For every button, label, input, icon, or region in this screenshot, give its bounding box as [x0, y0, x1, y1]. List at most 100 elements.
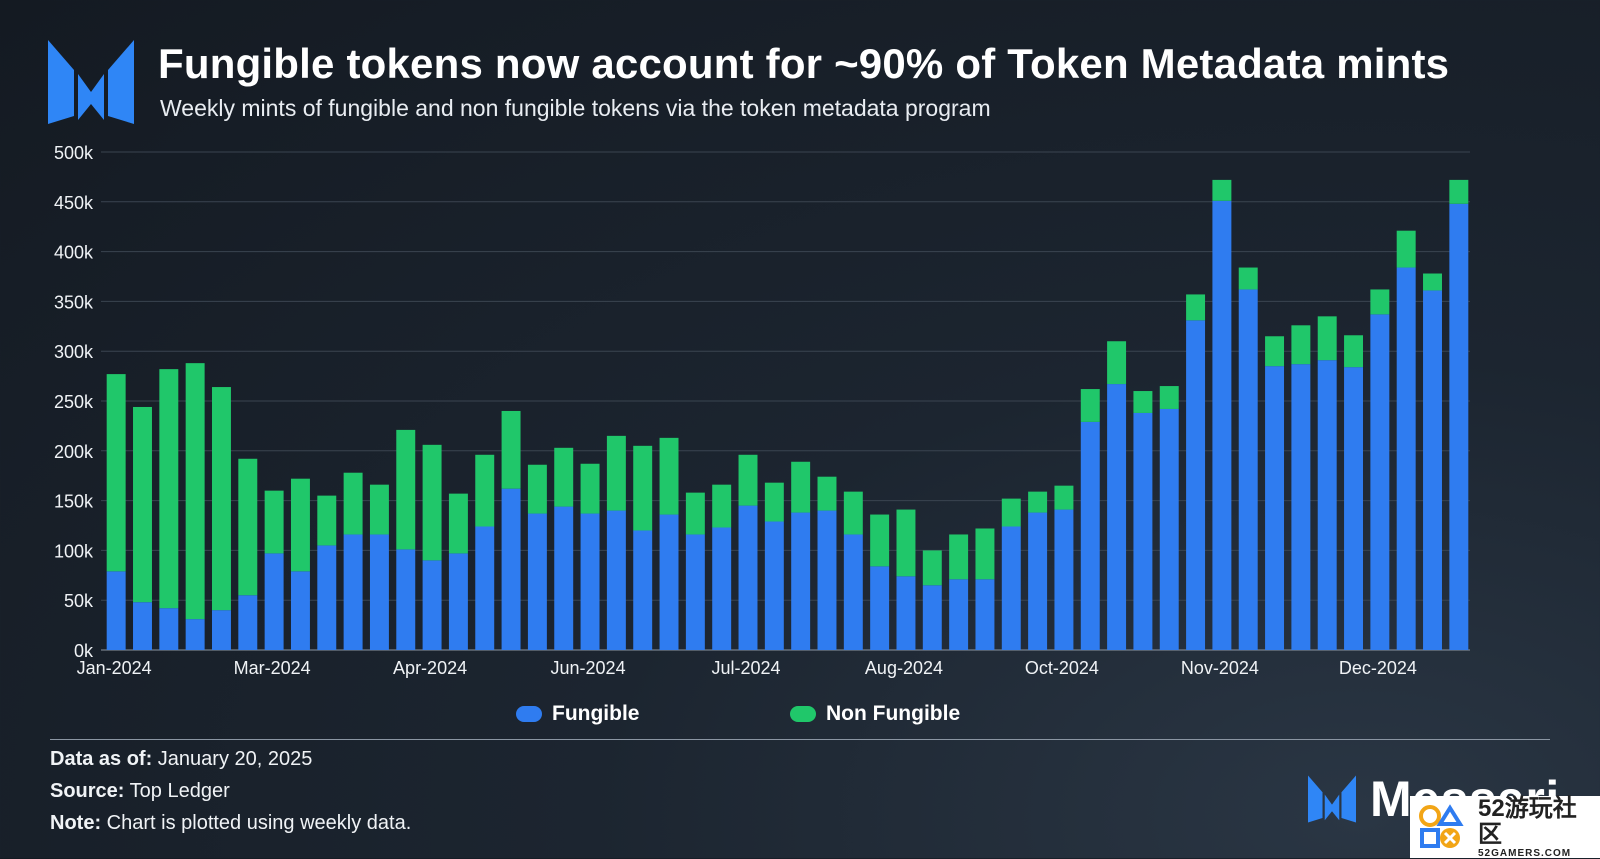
- bar-non-fungible: [475, 454, 495, 527]
- bar-fungible: [843, 534, 863, 650]
- y-tick-label: 350k: [54, 292, 94, 312]
- bar-non-fungible: [1133, 391, 1153, 413]
- chart-legend: Fungible Non Fungible: [0, 702, 1600, 732]
- bar-fungible: [290, 571, 310, 650]
- legend-item-non-fungible: Non Fungible: [790, 702, 960, 726]
- x-tick-label: Dec-2024: [1339, 658, 1417, 678]
- stacked-bar-chart: 0k 50k 100k 150k 200k 250k 300k 350k 400k 450k 500…: [54, 143, 1470, 678]
- x-tick-label: Mar-2024: [234, 658, 311, 678]
- bar-fungible: [896, 576, 916, 650]
- bar-non-fungible: [1054, 485, 1074, 510]
- non-fungible-swatch: [790, 706, 816, 722]
- bar-fungible: [1080, 421, 1100, 650]
- bar-non-fungible: [949, 534, 969, 580]
- bar-non-fungible: [422, 444, 442, 561]
- bar-non-fungible: [1291, 325, 1311, 365]
- chart-title: Fungible tokens now account for ~90% of …: [158, 40, 1450, 87]
- y-tick-label: 250k: [54, 392, 94, 412]
- bar-fungible: [211, 610, 231, 650]
- bar-fungible: [1344, 367, 1364, 650]
- bar-non-fungible: [764, 482, 784, 522]
- bar-non-fungible: [159, 369, 179, 609]
- bar-fungible: [922, 585, 942, 650]
- bar-fungible: [501, 488, 521, 650]
- source-value: Top Ledger: [124, 780, 230, 802]
- bar-non-fungible: [712, 484, 732, 528]
- bar-fungible: [791, 512, 811, 650]
- bar-fungible: [1396, 267, 1416, 650]
- bar-non-fungible: [1028, 491, 1048, 513]
- site-watermark: 52游玩社区 52GAMERS.COM: [1410, 794, 1600, 859]
- bar-fungible: [238, 595, 258, 650]
- bar-non-fungible: [1107, 341, 1127, 385]
- bar-fungible: [1054, 509, 1074, 650]
- gamepad-buttons-icon: [1416, 802, 1474, 852]
- x-tick-label: Nov-2024: [1181, 658, 1259, 678]
- source: Source: Top Ledger: [50, 780, 230, 803]
- bar-non-fungible: [554, 447, 574, 507]
- bar-fungible: [448, 553, 468, 650]
- legend-label-fungible: Fungible: [552, 702, 640, 725]
- x-tick-label: Jun-2024: [551, 658, 626, 678]
- bar-fungible: [764, 521, 784, 650]
- bar-fungible: [369, 534, 389, 650]
- bar-fungible: [159, 608, 179, 650]
- bar-fungible: [633, 530, 653, 650]
- y-tick-label: 50k: [64, 591, 94, 611]
- y-tick-label: 200k: [54, 442, 94, 462]
- bar-fungible: [264, 553, 284, 650]
- watermark-main: 52游玩社区: [1478, 794, 1577, 848]
- bar-non-fungible: [606, 435, 626, 511]
- bar-fungible: [606, 510, 626, 650]
- data-as-of: Data as of: January 20, 2025: [50, 748, 312, 771]
- bar-non-fungible: [1396, 230, 1416, 268]
- bar-non-fungible: [133, 406, 152, 603]
- bar-fungible: [1370, 314, 1390, 650]
- legend-item-fungible: Fungible: [516, 702, 640, 726]
- bar-non-fungible: [975, 528, 995, 580]
- bar-fungible: [185, 619, 205, 650]
- source-label: Source:: [50, 780, 125, 802]
- bar-non-fungible: [1344, 335, 1364, 368]
- bar-non-fungible: [659, 437, 679, 515]
- bar-fungible: [949, 579, 969, 650]
- bar-fungible: [738, 505, 758, 650]
- y-tick-label: 500k: [54, 143, 94, 163]
- data-as-of-value: January 20, 2025: [152, 748, 313, 770]
- y-tick-label: 150k: [54, 492, 94, 512]
- bar-non-fungible: [185, 363, 205, 620]
- bar-fungible: [659, 514, 679, 650]
- x-tick-label: Apr-2024: [393, 658, 467, 678]
- bar-fungible: [475, 526, 495, 650]
- bar-non-fungible: [1423, 273, 1442, 291]
- note-label: Note:: [50, 812, 102, 834]
- y-tick-label: 400k: [54, 243, 94, 263]
- bar-non-fungible: [685, 492, 705, 535]
- messari-brand-icon: [1308, 775, 1356, 823]
- bar-fungible: [1107, 384, 1127, 650]
- chart-subtitle: Weekly mints of fungible and non fungibl…: [160, 95, 991, 121]
- bar-non-fungible: [1186, 294, 1206, 321]
- bar-non-fungible: [501, 410, 521, 489]
- bar-fungible: [133, 602, 152, 650]
- note-value: Chart is plotted using weekly data.: [101, 812, 412, 834]
- bar-non-fungible: [1159, 386, 1179, 409]
- x-tick-label: Oct-2024: [1025, 658, 1099, 678]
- bar-non-fungible: [264, 490, 284, 554]
- bar-non-fungible: [238, 458, 258, 596]
- bar-non-fungible: [1212, 179, 1232, 201]
- bar-non-fungible: [527, 464, 547, 514]
- legend-label-non-fungible: Non Fungible: [826, 702, 961, 725]
- bar-fungible: [1186, 320, 1206, 650]
- bar-non-fungible: [448, 493, 468, 554]
- bar-non-fungible: [211, 387, 231, 611]
- bar-fungible: [396, 549, 416, 650]
- note: Note: Chart is plotted using weekly data…: [50, 812, 411, 835]
- bar-non-fungible: [1265, 336, 1285, 367]
- y-tick-label: 0k: [74, 641, 94, 661]
- bar-fungible: [343, 534, 363, 650]
- bar-non-fungible: [1080, 389, 1100, 422]
- watermark-sub: 52GAMERS.COM: [1478, 847, 1572, 859]
- x-tick-label: Aug-2024: [865, 658, 943, 678]
- bar-non-fungible: [317, 495, 337, 546]
